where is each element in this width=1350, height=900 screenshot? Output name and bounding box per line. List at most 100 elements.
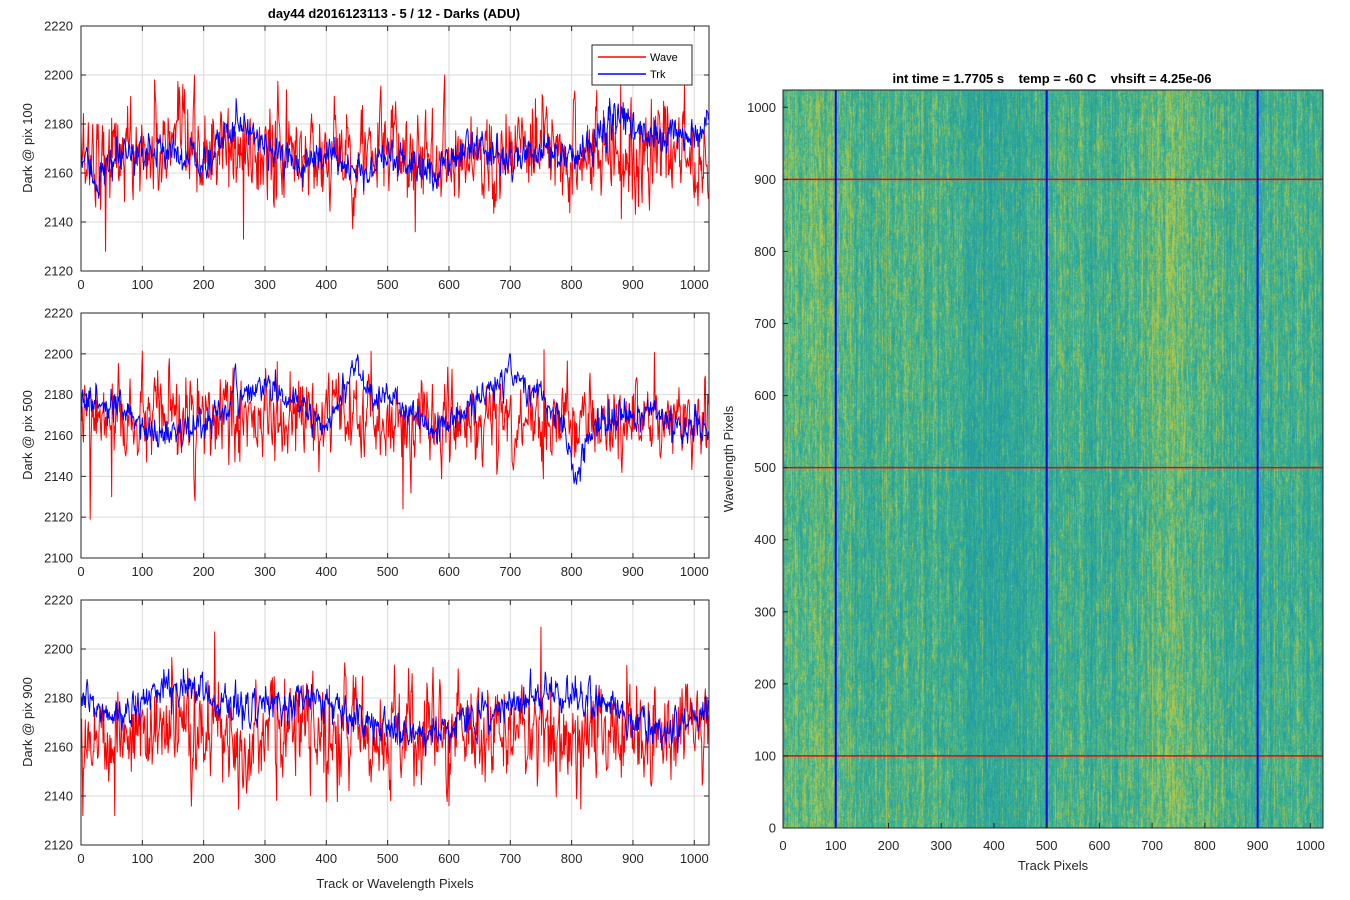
panel-3-series	[80, 626, 709, 817]
panel-3-x-ticks: 0 100 200 300 400 500 600 700 800 900 1000	[77, 600, 709, 866]
y-tick-label: 2140	[44, 469, 73, 484]
x-tick-label: 200	[193, 564, 215, 579]
x-tick-label: 700	[499, 564, 521, 579]
x-tick-label: 500	[377, 564, 399, 579]
x-tick-label: 1000	[680, 851, 709, 866]
image-axes-box	[782, 89, 1324, 829]
image-ylabel: Wavelength Pixels	[721, 405, 736, 512]
x-tick-label: 0	[779, 838, 786, 853]
x-tick-label: 900	[622, 851, 644, 866]
panel-pix-100: day44 d2016123113 - 5 / 12 - Darks (ADU)…	[20, 6, 710, 292]
panel-2-ylabel: Dark @ pix 500	[20, 390, 35, 480]
dark-frame-image-panel: int time = 1.7705 s temp = -60 C vhsift …	[721, 71, 1325, 873]
y-tick-label: 2180	[44, 387, 73, 402]
x-tick-label: 1000	[680, 277, 709, 292]
y-tick-label: 700	[754, 316, 776, 331]
x-tick-label: 800	[561, 851, 583, 866]
image-canvas-holder	[783, 90, 1323, 828]
panel-2-series	[80, 349, 709, 520]
x-tick-label: 200	[193, 851, 215, 866]
y-tick-label: 1000	[747, 100, 776, 115]
panel-3-ylabel: Dark @ pix 900	[20, 677, 35, 767]
y-tick-label: 300	[754, 604, 776, 619]
panel-1-series	[80, 74, 709, 252]
x-tick-label: 1000	[1296, 838, 1325, 853]
x-tick-label: 0	[77, 851, 84, 866]
x-tick-label: 300	[254, 277, 276, 292]
x-tick-label: 900	[622, 564, 644, 579]
x-tick-label: 800	[1194, 838, 1216, 853]
y-tick-label: 2140	[44, 789, 73, 804]
x-tick-label: 800	[561, 277, 583, 292]
panel-3-axes-box	[80, 599, 710, 846]
x-tick-label: 100	[131, 564, 153, 579]
panel-pix-500: 2100 2120 2140 2160 2180 2200 2220 0 100 200 300 4…	[20, 306, 710, 579]
x-tick-label: 300	[930, 838, 952, 853]
x-tick-label: 700	[1141, 838, 1163, 853]
x-tick-label: 100	[825, 838, 847, 853]
y-tick-label: 2120	[44, 264, 73, 279]
series-line-wave	[80, 626, 709, 817]
y-tick-label: 2100	[44, 551, 73, 566]
y-tick-label: 2160	[44, 428, 73, 443]
x-tick-label: 1000	[680, 564, 709, 579]
panel-2-y-ticks: 2100 2120 2140 2160 2180 2200 2220	[44, 306, 709, 566]
panel-1-y-ticks: 2120 2140 2160 2180 2200 2220	[44, 19, 709, 279]
panel-pix-900: 2120 2140 2160 2180 2200 2220 0 100 200 300 400 50…	[20, 593, 710, 891]
y-tick-label: 2220	[44, 19, 73, 34]
y-tick-label: 2120	[44, 838, 73, 853]
x-tick-label: 600	[438, 851, 460, 866]
image-y-ticks: 0 100 200 300 400 500 600 700 800 900 1000	[747, 100, 788, 836]
legend-trk-label: Trk	[650, 69, 666, 81]
x-tick-label: 900	[622, 277, 644, 292]
panel-1-ylabel: Dark @ pix 100	[20, 103, 35, 193]
y-tick-label: 2200	[44, 346, 73, 361]
panel-1-title: day44 d2016123113 - 5 / 12 - Darks (ADU)	[268, 6, 520, 21]
x-tick-label: 800	[561, 564, 583, 579]
x-tick-label: 100	[131, 277, 153, 292]
y-tick-label: 2160	[44, 166, 73, 181]
y-tick-label: 2180	[44, 691, 73, 706]
y-tick-label: 2120	[44, 510, 73, 525]
y-tick-label: 600	[754, 388, 776, 403]
y-tick-label: 2160	[44, 740, 73, 755]
legend-box	[591, 44, 693, 86]
dark-frame-heatmap	[783, 90, 1323, 828]
series-line-trk	[80, 668, 709, 757]
y-tick-label: 2200	[44, 68, 73, 83]
image-x-ticks: 0 100 200 300 400 500 600 700 800 900 1000	[779, 823, 1325, 853]
series-line-wave	[80, 349, 709, 520]
x-tick-label: 400	[315, 851, 337, 866]
y-tick-label: 0	[769, 821, 776, 836]
y-tick-label: 500	[754, 460, 776, 475]
x-tick-label: 100	[131, 851, 153, 866]
series-line-trk	[80, 353, 709, 485]
y-tick-label: 900	[754, 172, 776, 187]
panel-3-y-ticks: 2120 2140 2160 2180 2200 2220	[44, 593, 709, 853]
x-tick-label: 600	[438, 277, 460, 292]
y-tick-label: 100	[754, 748, 776, 763]
y-tick-label: 2140	[44, 215, 73, 230]
x-tick-label: 200	[878, 838, 900, 853]
x-tick-label: 300	[254, 564, 276, 579]
x-tick-label: 0	[77, 564, 84, 579]
panel-1-x-ticks: 0 100 200 300 400 500 600 700 800 900 1000	[77, 26, 709, 292]
x-tick-label: 400	[983, 838, 1005, 853]
legend: Wave Trk	[591, 44, 693, 86]
y-tick-label: 2200	[44, 642, 73, 657]
y-tick-label: 2220	[44, 306, 73, 321]
legend-wave-label: Wave	[650, 52, 678, 64]
x-tick-label: 700	[499, 277, 521, 292]
x-tick-label: 400	[315, 277, 337, 292]
x-tick-label: 600	[1089, 838, 1111, 853]
x-tick-label: 900	[1247, 838, 1269, 853]
panel-1-axes-box	[80, 25, 710, 272]
y-tick-label: 800	[754, 244, 776, 259]
x-tick-label: 500	[1036, 838, 1058, 853]
image-title: int time = 1.7705 s temp = -60 C vhsift …	[892, 71, 1211, 86]
x-tick-label: 700	[499, 851, 521, 866]
x-tick-label: 600	[438, 564, 460, 579]
series-line-trk	[80, 97, 709, 199]
x-tick-label: 0	[77, 277, 84, 292]
